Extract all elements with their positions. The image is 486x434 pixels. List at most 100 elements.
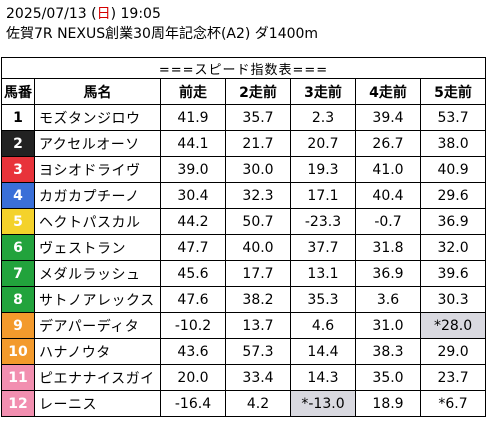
speed-index-cell: 2.3 (290, 104, 356, 131)
day-of-week: 日 (96, 6, 111, 22)
horse-name: アクセルオーソ (34, 130, 161, 157)
speed-index-cell: 20.7 (290, 130, 356, 157)
table-row: 6 ヴェストラン 47.7 40.0 37.7 31.8 32.0 (1, 234, 486, 261)
column-header: 2走前 (225, 78, 291, 105)
horse-number: 1 (1, 104, 35, 131)
horse-number: 12 (1, 390, 35, 417)
speed-index-cell: -16.4 (160, 390, 226, 417)
date-suffix: ) 19:05 (110, 6, 161, 22)
speed-index-cell: 35.7 (225, 104, 291, 131)
column-header: 馬番 (1, 78, 35, 105)
horse-number: 4 (1, 182, 35, 209)
horse-number: 5 (1, 208, 35, 235)
speed-index-table: ===スピード指数表=== 馬番 馬名 前走 2走前 3走前 4走前 5走前 1… (0, 57, 486, 417)
speed-index-cell: 32.3 (225, 182, 291, 209)
horse-name: ピエナナイスガイ (34, 364, 161, 391)
table-row: 2 アクセルオーソ 44.1 21.7 20.7 26.7 38.0 (1, 130, 486, 157)
table-row: 7 メダルラッシュ 45.6 17.7 13.1 36.9 39.6 (1, 260, 486, 287)
race-title: 佐賀7R NEXUS創業30周年記念杯(A2) ダ1400m (6, 26, 319, 42)
speed-index-cell: 57.3 (225, 338, 291, 365)
horse-name: モズタンジロウ (34, 104, 161, 131)
table-row: 8 サトノアレックス 47.6 38.2 35.3 3.6 30.3 (1, 286, 486, 313)
speed-index-cell: 38.2 (225, 286, 291, 313)
speed-index-cell: 31.8 (355, 234, 421, 261)
speed-index-cell: 4.2 (225, 390, 291, 417)
horse-name: ヨシオドライヴ (34, 156, 161, 183)
horse-number: 11 (1, 364, 35, 391)
speed-index-cell: 35.0 (355, 364, 421, 391)
date-time: 2025/07/13 (日) 19:05 (6, 4, 482, 24)
horse-number: 6 (1, 234, 35, 261)
speed-index-cell: 40.4 (355, 182, 421, 209)
speed-index-cell: 39.6 (419, 260, 486, 287)
horse-name: ハナノウタ (34, 338, 161, 365)
column-header: 前走 (160, 78, 226, 105)
column-header: 馬名 (34, 78, 161, 105)
speed-index-cell: 14.4 (290, 338, 356, 365)
speed-index-cell: 38.0 (419, 130, 486, 157)
speed-index-cell: 44.2 (160, 208, 226, 235)
speed-index-cell: -23.3 (290, 208, 356, 235)
table-row: 10 ハナノウタ 43.6 57.3 14.4 38.3 29.0 (1, 338, 486, 365)
horse-number: 9 (1, 312, 35, 339)
table-row: 12 レーニス -16.4 4.2 *-13.0 18.9 *6.7 (1, 390, 486, 417)
horse-name: サトノアレックス (34, 286, 161, 313)
horse-number: 3 (1, 156, 35, 183)
speed-index-cell: 47.6 (160, 286, 226, 313)
horse-name: メダルラッシュ (34, 260, 161, 287)
speed-index-cell: 14.3 (290, 364, 356, 391)
speed-index-cell: 53.7 (419, 104, 486, 131)
horse-number: 8 (1, 286, 35, 313)
speed-index-cell: *-13.0 (290, 390, 356, 417)
speed-index-cell: -10.2 (160, 312, 226, 339)
table-title: ===スピード指数表=== (0, 57, 486, 79)
horse-name: ヘクトパスカル (34, 208, 161, 235)
speed-index-cell: 21.7 (225, 130, 291, 157)
horse-number: 2 (1, 130, 35, 157)
table-title-row: ===スピード指数表=== (0, 57, 486, 79)
speed-index-cell: 4.6 (290, 312, 356, 339)
speed-index-cell: 37.7 (290, 234, 356, 261)
speed-index-cell: 19.3 (290, 156, 356, 183)
speed-index-cell: -0.7 (355, 208, 421, 235)
column-header: 4走前 (355, 78, 421, 105)
speed-index-cell: 30.3 (419, 286, 486, 313)
speed-index-cell: 29.6 (419, 182, 486, 209)
speed-index-cell: 36.9 (419, 208, 486, 235)
speed-index-cell: 29.0 (419, 338, 486, 365)
speed-index-cell: 39.4 (355, 104, 421, 131)
table-row: 5 ヘクトパスカル 44.2 50.7 -23.3 -0.7 36.9 (1, 208, 486, 235)
table-row: 4 カガカプチーノ 30.4 32.3 17.1 40.4 29.6 (1, 182, 486, 209)
speed-index-cell: 38.3 (355, 338, 421, 365)
speed-index-cell: 18.9 (355, 390, 421, 417)
table-row: 11 ピエナナイスガイ 20.0 33.4 14.3 35.0 23.7 (1, 364, 486, 391)
horse-name: カガカプチーノ (34, 182, 161, 209)
speed-index-cell: 33.4 (225, 364, 291, 391)
speed-index-cell: 50.7 (225, 208, 291, 235)
speed-index-cell: 32.0 (419, 234, 486, 261)
speed-index-cell: 17.7 (225, 260, 291, 287)
column-header-row: 馬番 馬名 前走 2走前 3走前 4走前 5走前 (1, 78, 486, 105)
speed-index-cell: 40.0 (225, 234, 291, 261)
speed-index-cell: 30.4 (160, 182, 226, 209)
speed-index-cell: 41.0 (355, 156, 421, 183)
column-header: 5走前 (419, 78, 486, 105)
speed-index-cell: *28.0 (419, 312, 486, 339)
race-header: 2025/07/13 (日) 19:05 佐賀7R NEXUS創業30周年記念杯… (6, 4, 482, 44)
speed-index-cell: 26.7 (355, 130, 421, 157)
speed-index-cell: 47.7 (160, 234, 226, 261)
table-row: 3 ヨシオドライヴ 39.0 30.0 19.3 41.0 40.9 (1, 156, 486, 183)
speed-index-cell: 17.1 (290, 182, 356, 209)
table-row: 9 デアパーディタ -10.2 13.7 4.6 31.0 *28.0 (1, 312, 486, 339)
speed-index-cell: 45.6 (160, 260, 226, 287)
speed-index-cell: 36.9 (355, 260, 421, 287)
speed-index-cell: *6.7 (419, 390, 486, 417)
column-header: 3走前 (290, 78, 356, 105)
speed-index-cell: 44.1 (160, 130, 226, 157)
horse-number: 10 (1, 338, 35, 365)
horse-name: レーニス (34, 390, 161, 417)
speed-index-cell: 20.0 (160, 364, 226, 391)
speed-index-cell: 40.9 (419, 156, 486, 183)
speed-index-cell: 3.6 (355, 286, 421, 313)
speed-index-cell: 41.9 (160, 104, 226, 131)
